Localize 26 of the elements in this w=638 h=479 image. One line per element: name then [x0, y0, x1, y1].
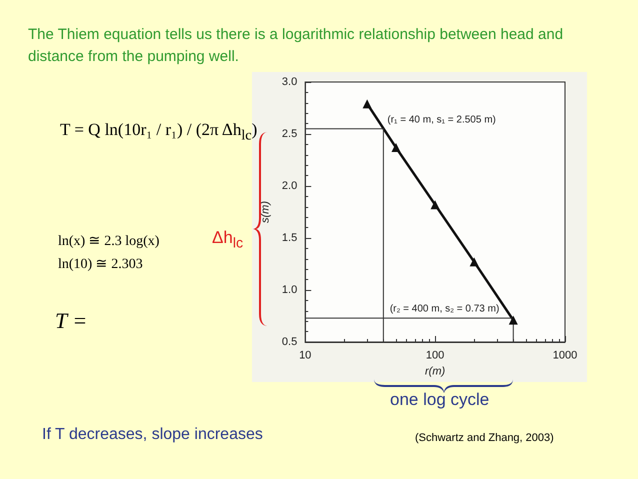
y-tick-label: 3.0	[282, 76, 298, 88]
x-tick-label: 100	[426, 350, 444, 362]
y-tick-label: 2.5	[282, 128, 298, 140]
text: T = Q ln(10r₁ / r₁) / (2π Δh$_{lc}$)	[60, 120, 258, 144]
text: (Schwartz and Zhang, 2003)	[415, 432, 554, 444]
point	[391, 143, 400, 152]
point	[430, 200, 440, 210]
annotation: (r₂ = 400 m, s₂ = 0.73 m)	[390, 304, 500, 315]
text: ln(x) ≅ 2.3 log(x)	[58, 233, 160, 250]
y-tick-label: 2.0	[282, 180, 298, 192]
text: one log cycle	[390, 390, 490, 410]
point	[508, 316, 518, 325]
y-tick-label: 1.5	[282, 232, 298, 244]
x-tick-label: 10	[299, 350, 312, 362]
y-tick-label: 1.0	[282, 284, 298, 296]
x-axis-title: r(m)	[425, 366, 446, 378]
text: Δh$_{lc}$	[212, 228, 244, 252]
text: ln(10) ≅ 2.303	[58, 256, 143, 273]
x-tick-label: 1000	[552, 350, 578, 362]
chart-title: The Thiem equation tells us there is a logarithmic relationship between head and distance from the pumping well.	[28, 25, 564, 67]
y-axis-title: s(m)	[260, 200, 272, 223]
y-tick-label: 0.5	[282, 336, 298, 348]
annotation: (r₁ = 40 m, s₁ = 2.505 m)	[387, 114, 496, 126]
text: T =	[55, 308, 88, 334]
text: If T decreases, slope increases	[42, 426, 263, 444]
point	[470, 257, 479, 266]
